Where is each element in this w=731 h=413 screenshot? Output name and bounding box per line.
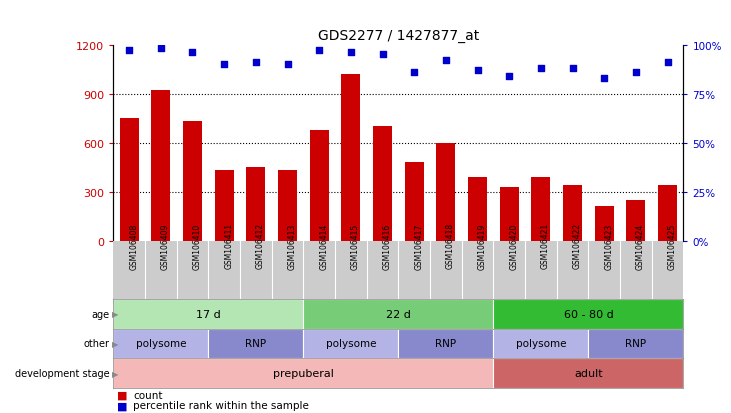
Point	[567, 66, 578, 72]
Point	[155, 46, 167, 52]
Point	[314, 48, 325, 55]
Bar	[436, 143, 455, 241]
Point	[599, 76, 610, 82]
Text: GSM106409: GSM106409	[161, 223, 170, 269]
Bar	[658, 186, 677, 241]
Text: RNP: RNP	[626, 339, 646, 349]
Bar	[500, 188, 519, 241]
Bar	[120, 119, 139, 241]
Point	[535, 66, 547, 72]
Text: GSM106413: GSM106413	[287, 223, 297, 269]
Point	[281, 62, 293, 68]
Point	[250, 60, 262, 66]
Text: adult: adult	[574, 368, 603, 378]
Point	[124, 48, 135, 55]
Bar	[151, 91, 170, 241]
Text: RNP: RNP	[246, 339, 266, 349]
Bar	[310, 130, 329, 241]
Text: 17 d: 17 d	[196, 309, 221, 319]
Bar	[278, 171, 297, 241]
Text: GSM106425: GSM106425	[667, 223, 677, 269]
Bar	[493, 329, 588, 358]
Text: GSM106410: GSM106410	[192, 223, 202, 269]
Bar	[595, 207, 614, 241]
Text: ▶: ▶	[112, 309, 118, 318]
Point	[409, 69, 420, 76]
Text: 60 - 80 d: 60 - 80 d	[564, 309, 613, 319]
Title: GDS2277 / 1427877_at: GDS2277 / 1427877_at	[318, 29, 479, 43]
Bar	[208, 329, 303, 358]
Text: GSM106422: GSM106422	[572, 223, 582, 269]
Text: development stage: development stage	[15, 368, 110, 378]
Point	[504, 74, 515, 80]
Text: GSM106408: GSM106408	[129, 223, 138, 269]
Bar	[531, 178, 550, 241]
Point	[630, 69, 642, 76]
Text: GSM106423: GSM106423	[605, 223, 613, 269]
Bar	[113, 329, 208, 358]
Bar	[405, 163, 424, 241]
Text: polysome: polysome	[515, 339, 567, 349]
Bar	[113, 299, 303, 329]
Text: ▶: ▶	[112, 369, 118, 378]
Bar	[468, 178, 487, 241]
Text: ▶: ▶	[112, 339, 118, 348]
Text: GSM106411: GSM106411	[224, 223, 233, 269]
Text: GSM106420: GSM106420	[510, 223, 518, 269]
Bar	[398, 329, 493, 358]
Text: GSM106419: GSM106419	[477, 223, 487, 269]
Text: ■: ■	[117, 390, 127, 400]
Text: prepuberal: prepuberal	[273, 368, 334, 378]
Text: other: other	[83, 339, 110, 349]
Point	[345, 50, 357, 57]
Text: GSM106417: GSM106417	[414, 223, 423, 269]
Text: ■: ■	[117, 400, 127, 410]
Bar	[493, 358, 683, 388]
Text: GSM106416: GSM106416	[382, 223, 392, 269]
Text: GSM106421: GSM106421	[541, 223, 550, 269]
Text: percentile rank within the sample: percentile rank within the sample	[133, 400, 309, 410]
Text: count: count	[133, 390, 162, 400]
Bar	[303, 299, 493, 329]
Text: polysome: polysome	[325, 339, 376, 349]
Bar	[215, 171, 234, 241]
Text: GSM106418: GSM106418	[446, 223, 455, 269]
Text: GSM106415: GSM106415	[351, 223, 360, 269]
Bar	[588, 329, 683, 358]
Bar	[493, 299, 683, 329]
Text: GSM106414: GSM106414	[319, 223, 328, 269]
Point	[662, 60, 673, 66]
Bar	[341, 75, 360, 241]
Point	[440, 58, 452, 64]
Bar	[113, 358, 493, 388]
Text: GSM106412: GSM106412	[256, 223, 265, 269]
Text: RNP: RNP	[436, 339, 456, 349]
Point	[376, 52, 388, 59]
Bar	[246, 168, 265, 241]
Text: GSM106424: GSM106424	[636, 223, 645, 269]
Point	[219, 62, 230, 68]
Point	[471, 68, 483, 74]
Text: 22 d: 22 d	[386, 309, 411, 319]
Bar	[303, 329, 398, 358]
Bar	[373, 127, 392, 241]
Text: polysome: polysome	[135, 339, 186, 349]
Point	[186, 50, 198, 57]
Bar	[563, 186, 582, 241]
Text: age: age	[91, 309, 110, 319]
Bar	[626, 200, 645, 241]
Bar	[183, 122, 202, 241]
